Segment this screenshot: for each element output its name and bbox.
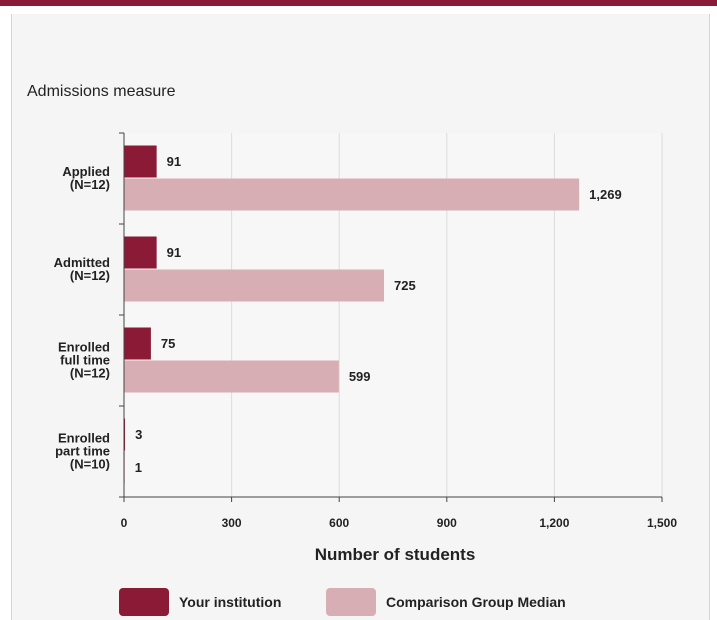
top-accent-bar xyxy=(0,0,717,6)
chart-title: Admissions measure xyxy=(27,83,176,100)
legend-label: Comparison Group Median xyxy=(386,594,566,610)
bar-comparison-median xyxy=(124,269,385,302)
bar-comparison-median xyxy=(124,360,339,393)
axes: 0 300 600 900 1,200 1,500 Applied (N=12) Admitte… xyxy=(54,132,677,530)
data-label: 75 xyxy=(161,336,175,351)
data-label: 3 xyxy=(135,427,142,442)
legend-label: Your institution xyxy=(179,594,281,610)
data-label: 1 xyxy=(135,460,142,475)
bar-comparison-median xyxy=(124,178,580,211)
legend: Your institution Comparison Group Median xyxy=(119,588,566,616)
bar-your-institution xyxy=(124,145,157,178)
category-label: Admitted (N=12) xyxy=(54,255,110,283)
x-tick-label: 1,500 xyxy=(647,516,677,530)
legend-swatch xyxy=(119,588,169,616)
bar-your-institution xyxy=(124,236,157,269)
x-tick-label: 300 xyxy=(222,516,242,530)
data-label: 91 xyxy=(167,154,181,169)
data-label: 1,269 xyxy=(589,187,622,202)
legend-swatch xyxy=(326,588,376,616)
x-axis-title: Number of students xyxy=(315,545,476,564)
x-tick-label: 0 xyxy=(121,516,128,530)
bar-your-institution xyxy=(124,418,126,451)
x-tick-label: 1,200 xyxy=(539,516,569,530)
data-label: 91 xyxy=(167,245,181,260)
category-label: Applied (N=12) xyxy=(62,164,110,192)
data-label: 725 xyxy=(394,278,416,293)
x-tick-label: 900 xyxy=(437,516,457,530)
bar-your-institution xyxy=(124,327,151,360)
category-label: Enrolled full time (N=12) xyxy=(58,340,110,381)
bars: 91 1,269 91 725 75 599 3 1 xyxy=(124,145,622,484)
category-label: Enrolled part time (N=10) xyxy=(55,431,110,472)
x-tick-label: 600 xyxy=(329,516,349,530)
data-label: 599 xyxy=(349,369,371,384)
